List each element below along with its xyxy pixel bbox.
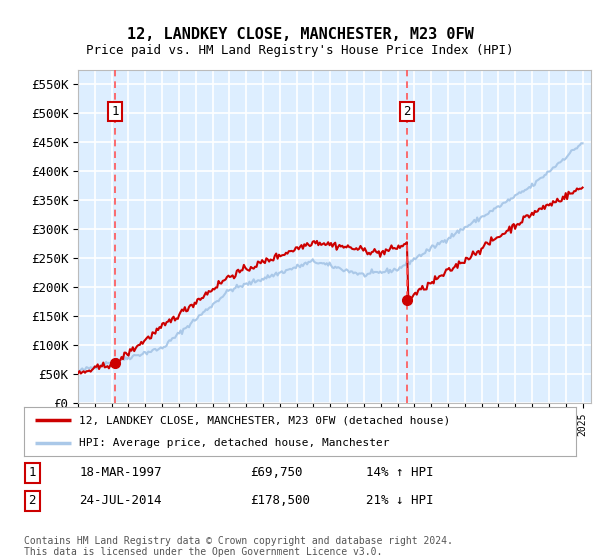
Text: 18-MAR-1997: 18-MAR-1997 [79,466,162,479]
Text: 1: 1 [112,105,119,118]
Text: 14% ↑ HPI: 14% ↑ HPI [366,466,434,479]
Text: 12, LANDKEY CLOSE, MANCHESTER, M23 0FW: 12, LANDKEY CLOSE, MANCHESTER, M23 0FW [127,27,473,42]
Text: 1: 1 [29,466,36,479]
Text: HPI: Average price, detached house, Manchester: HPI: Average price, detached house, Manc… [79,438,390,448]
Text: 2: 2 [29,494,36,507]
Text: 21% ↓ HPI: 21% ↓ HPI [366,494,434,507]
Text: £69,750: £69,750 [250,466,303,479]
Text: Price paid vs. HM Land Registry's House Price Index (HPI): Price paid vs. HM Land Registry's House … [86,44,514,57]
Text: 24-JUL-2014: 24-JUL-2014 [79,494,162,507]
Text: Contains HM Land Registry data © Crown copyright and database right 2024.
This d: Contains HM Land Registry data © Crown c… [24,535,453,557]
Text: 12, LANDKEY CLOSE, MANCHESTER, M23 0FW (detached house): 12, LANDKEY CLOSE, MANCHESTER, M23 0FW (… [79,416,451,426]
Text: £178,500: £178,500 [250,494,310,507]
Text: 2: 2 [403,105,411,118]
